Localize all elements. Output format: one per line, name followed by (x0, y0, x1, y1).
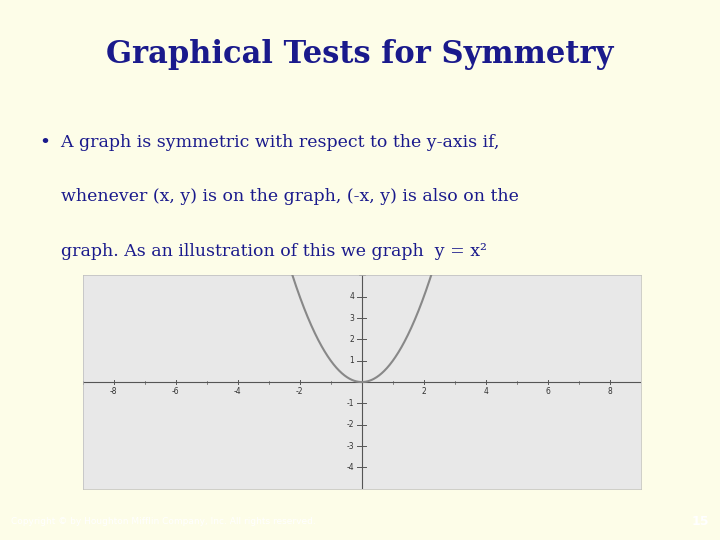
Text: -8: -8 (110, 387, 117, 396)
Text: -3: -3 (346, 442, 354, 450)
Text: 4: 4 (483, 387, 488, 396)
Text: whenever (x, y) is on the graph, (-x, y) is also on the: whenever (x, y) is on the graph, (-x, y)… (50, 188, 519, 205)
Text: 2: 2 (421, 387, 426, 396)
Text: -4: -4 (234, 387, 242, 396)
Text: 1: 1 (349, 356, 354, 365)
Text: 15: 15 (692, 515, 709, 528)
Text: -2: -2 (346, 420, 354, 429)
Text: -1: -1 (346, 399, 354, 408)
Text: 4: 4 (349, 292, 354, 301)
Text: 3: 3 (349, 314, 354, 322)
Text: 2: 2 (349, 335, 354, 344)
Text: -4: -4 (346, 463, 354, 472)
Text: -2: -2 (296, 387, 304, 396)
Text: 6: 6 (545, 387, 550, 396)
Text: Copyright © by Houghton Mifflin Company, Inc. All rights reserved.: Copyright © by Houghton Mifflin Company,… (11, 517, 315, 526)
Text: -6: -6 (172, 387, 179, 396)
Text: A graph is symmetric with respect to the y-axis if,: A graph is symmetric with respect to the… (50, 133, 500, 151)
Text: •: • (40, 133, 50, 152)
Text: graph. As an illustration of this we graph  y = x²: graph. As an illustration of this we gra… (50, 243, 487, 260)
Text: Graphical Tests for Symmetry: Graphical Tests for Symmetry (107, 38, 613, 70)
Text: 8: 8 (608, 387, 612, 396)
